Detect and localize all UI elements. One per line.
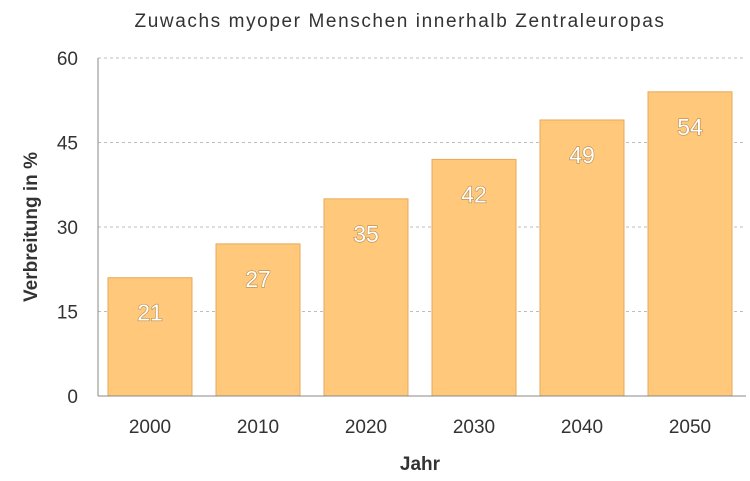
y-tick-label: 45 (57, 134, 78, 155)
x-tick-label: 2000 (129, 417, 171, 438)
bars (107, 91, 733, 397)
y-axis-ticks: 0 15 30 45 60 (57, 49, 78, 408)
x-tick-label: 2030 (453, 417, 495, 438)
x-tick-label: 2050 (669, 417, 711, 438)
x-axis-label: Jahr (400, 454, 441, 475)
x-tick-label: 2040 (561, 417, 603, 438)
bar-2040 (539, 119, 625, 397)
gridlines (98, 57, 746, 312)
data-label-2010: 27 (245, 266, 271, 292)
bar-2030 (431, 158, 517, 397)
y-tick-label: 15 (57, 303, 78, 324)
bar-2050 (647, 91, 733, 397)
data-label-2020: 35 (353, 221, 379, 247)
x-tick-label: 2020 (345, 417, 387, 438)
x-axis-ticks: 2000 2010 2020 2030 2040 2050 (129, 417, 711, 438)
data-label-2040: 49 (569, 142, 595, 168)
data-labels: 21 27 35 42 49 54 (137, 113, 704, 326)
x-tick-label: 2010 (237, 417, 279, 438)
y-tick-label: 30 (57, 218, 78, 239)
y-tick-label: 0 (67, 387, 78, 408)
y-axis-label: Verbreitung in % (21, 152, 42, 302)
data-label-2030: 42 (461, 181, 487, 207)
chart-title: Zuwachs myoper Menschen innerhalb Zentra… (135, 11, 666, 32)
y-tick-label: 60 (57, 49, 78, 70)
bar-2000 (107, 277, 193, 397)
data-label-2050: 54 (677, 114, 703, 140)
bar-2010 (215, 243, 301, 397)
data-label-2000: 21 (137, 300, 163, 326)
